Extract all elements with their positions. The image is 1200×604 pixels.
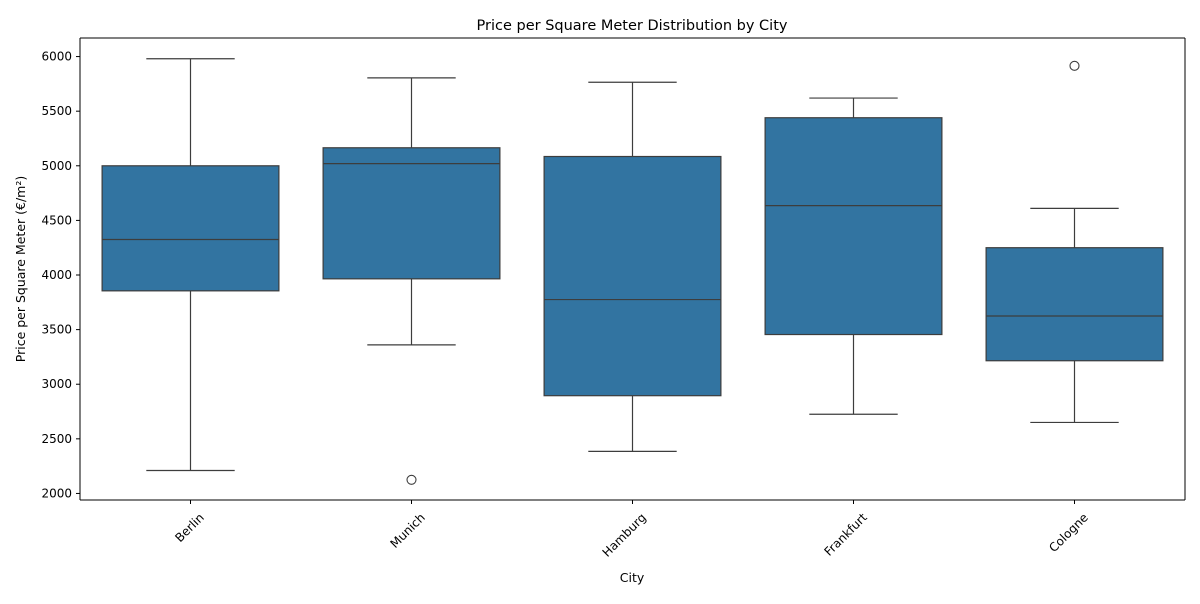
box-berlin (101, 165, 280, 292)
y-tick-label: 5000 (41, 159, 72, 173)
box-hamburg (543, 155, 722, 397)
outlier-point-cologne (1069, 60, 1080, 71)
box-munich (322, 147, 501, 280)
y-tick-label: 2500 (41, 432, 72, 446)
outlier-point-munich (406, 474, 417, 485)
x-axis-label: City (620, 570, 645, 585)
x-tick-label-munich: Munich (387, 510, 427, 550)
x-tick-label-berlin: Berlin (172, 510, 207, 545)
x-tick-label-cologne: Cologne (1046, 510, 1091, 555)
y-axis-label: Price per Square Meter (€/m²) (13, 176, 28, 362)
x-tick-label-frankfurt: Frankfurt (822, 510, 871, 559)
x-tick-label-hamburg: Hamburg (600, 510, 649, 559)
chart-title: Price per Square Meter Distribution by C… (477, 18, 788, 34)
y-tick-label: 3500 (41, 323, 72, 337)
box-frankfurt (764, 117, 943, 336)
y-tick-label: 5500 (41, 104, 72, 118)
plot-area: 2000 2500 3000 3500 4000 4500 5000 5500 6000 Berl… (41, 37, 1186, 560)
y-tick-label: 4500 (41, 213, 72, 227)
y-tick-label: 3000 (41, 377, 72, 391)
box-cologne (985, 247, 1164, 362)
y-tick-label: 6000 (41, 50, 72, 64)
y-tick-label: 2000 (41, 486, 72, 500)
y-tick-label: 4000 (41, 268, 72, 282)
